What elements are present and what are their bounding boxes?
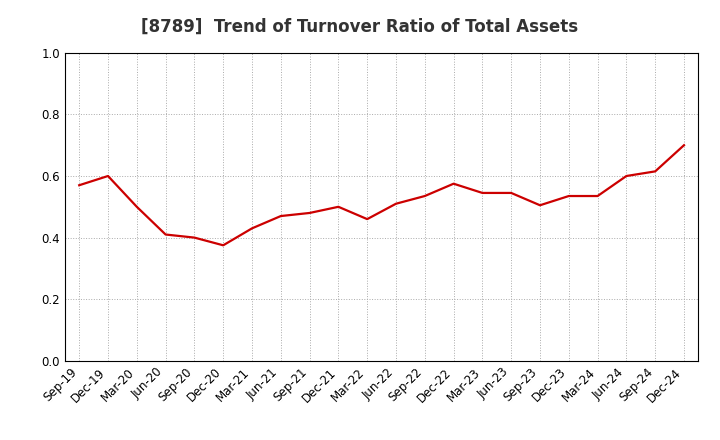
Text: [8789]  Trend of Turnover Ratio of Total Assets: [8789] Trend of Turnover Ratio of Total … <box>141 18 579 36</box>
